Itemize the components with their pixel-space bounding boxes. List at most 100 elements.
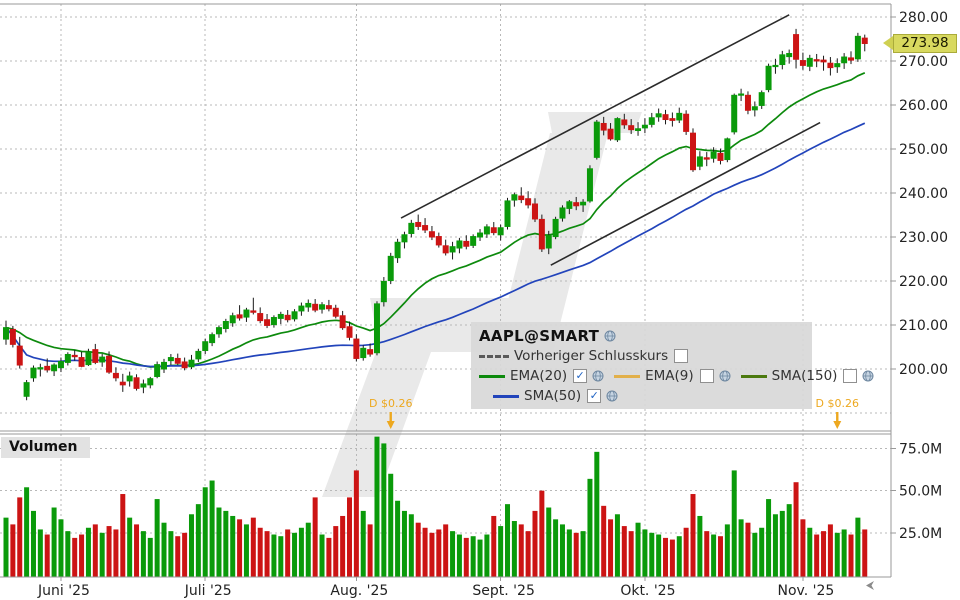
- candle[interactable]: [30, 367, 37, 379]
- volume-bar[interactable]: [347, 497, 352, 577]
- volume-bar[interactable]: [559, 524, 565, 577]
- globe-icon[interactable]: [606, 390, 618, 402]
- volume-bar[interactable]: [807, 527, 813, 577]
- volume-bar[interactable]: [532, 510, 538, 577]
- candle[interactable]: [92, 349, 99, 363]
- candle[interactable]: [161, 361, 168, 370]
- candle[interactable]: [250, 310, 257, 313]
- candle[interactable]: [696, 156, 703, 167]
- volume-bar[interactable]: [738, 519, 744, 577]
- volume-bar[interactable]: [676, 536, 682, 577]
- dividend-label[interactable]: D $0.26: [369, 397, 412, 410]
- volume-bar[interactable]: [566, 529, 572, 577]
- volume-bar[interactable]: [656, 534, 662, 577]
- volume-bar[interactable]: [106, 526, 112, 577]
- volume-bar[interactable]: [573, 532, 579, 577]
- candle[interactable]: [339, 315, 346, 329]
- volume-bar[interactable]: [134, 524, 140, 577]
- candle[interactable]: [346, 326, 353, 338]
- candle[interactable]: [655, 113, 662, 118]
- volume-bar[interactable]: [209, 480, 215, 577]
- volume-bar[interactable]: [436, 529, 442, 577]
- volume-bar[interactable]: [24, 487, 30, 577]
- volume-bar[interactable]: [848, 534, 854, 577]
- candle[interactable]: [545, 235, 552, 249]
- sma150-checkbox[interactable]: [843, 369, 858, 383]
- volume-bar[interactable]: [278, 536, 284, 577]
- volume-bar[interactable]: [704, 531, 710, 577]
- volume-bar[interactable]: [731, 470, 737, 577]
- volume-bar[interactable]: [415, 522, 421, 577]
- candle[interactable]: [291, 311, 298, 320]
- candle[interactable]: [435, 236, 442, 246]
- candle[interactable]: [779, 54, 786, 66]
- candle[interactable]: [765, 65, 772, 91]
- candle[interactable]: [621, 119, 628, 126]
- candle[interactable]: [648, 117, 655, 125]
- candle[interactable]: [202, 341, 209, 352]
- volume-bar[interactable]: [188, 514, 194, 577]
- volume-bar[interactable]: [855, 517, 861, 577]
- candle[interactable]: [236, 314, 243, 319]
- candle[interactable]: [154, 364, 161, 377]
- candle[interactable]: [600, 122, 607, 131]
- candle[interactable]: [635, 128, 642, 132]
- volume-bar[interactable]: [601, 505, 607, 577]
- trendlines[interactable]: [400, 14, 821, 266]
- candle[interactable]: [147, 378, 154, 386]
- volume-bar[interactable]: [360, 510, 366, 577]
- volume-bar[interactable]: [614, 514, 620, 577]
- volume-bar[interactable]: [697, 515, 703, 577]
- volume-bar[interactable]: [99, 532, 105, 577]
- volume-bar[interactable]: [127, 517, 133, 577]
- volume-bar[interactable]: [745, 522, 751, 577]
- volume-bar[interactable]: [154, 499, 160, 577]
- volume-bar[interactable]: [175, 536, 181, 577]
- candle[interactable]: [690, 132, 696, 171]
- candle[interactable]: [566, 201, 573, 209]
- volume-bar[interactable]: [285, 529, 291, 577]
- candle[interactable]: [195, 350, 202, 360]
- candle[interactable]: [744, 94, 751, 111]
- volume-bar[interactable]: [340, 515, 346, 577]
- candle[interactable]: [786, 53, 793, 58]
- candle[interactable]: [408, 222, 415, 234]
- candle[interactable]: [449, 246, 456, 253]
- volume-bar[interactable]: [553, 519, 559, 577]
- volume-bar[interactable]: [44, 534, 50, 577]
- candle[interactable]: [415, 221, 422, 227]
- candle[interactable]: [470, 236, 477, 246]
- volume-bar[interactable]: [51, 507, 57, 577]
- candle[interactable]: [497, 227, 504, 236]
- volume-bar[interactable]: [140, 531, 146, 577]
- volume-bar[interactable]: [752, 532, 758, 577]
- candle[interactable]: [270, 317, 277, 326]
- candle[interactable]: [731, 94, 738, 133]
- candle[interactable]: [78, 357, 85, 367]
- candle[interactable]: [9, 328, 16, 345]
- dividend-markers[interactable]: D $0.26 D $0.26: [369, 397, 859, 429]
- candle[interactable]: [64, 353, 71, 363]
- candle[interactable]: [799, 60, 806, 66]
- candle[interactable]: [373, 303, 380, 354]
- candle[interactable]: [126, 375, 133, 382]
- candle[interactable]: [703, 157, 710, 160]
- candle[interactable]: [518, 195, 525, 201]
- candle[interactable]: [724, 138, 731, 161]
- volume-bar[interactable]: [422, 527, 428, 577]
- volume-bar[interactable]: [580, 531, 586, 577]
- candle[interactable]: [676, 112, 683, 121]
- volume-bar[interactable]: [408, 514, 414, 577]
- volume-bar[interactable]: [608, 519, 614, 577]
- volume-bar[interactable]: [827, 524, 833, 577]
- volume-bar[interactable]: [312, 497, 318, 577]
- volume-bar[interactable]: [834, 532, 840, 577]
- candle[interactable]: [586, 168, 593, 202]
- volume-bar[interactable]: [182, 532, 188, 577]
- candle[interactable]: [209, 334, 216, 344]
- candle[interactable]: [593, 121, 600, 158]
- candle[interactable]: [463, 240, 470, 247]
- candle[interactable]: [717, 152, 724, 161]
- candle[interactable]: [215, 327, 222, 335]
